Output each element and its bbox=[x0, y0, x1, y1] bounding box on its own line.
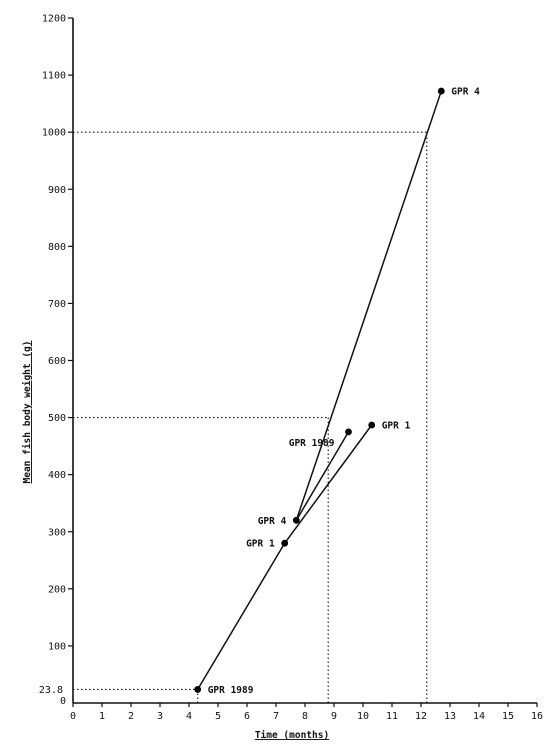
reference-lines bbox=[73, 131, 428, 703]
y-tick-label: 900 bbox=[48, 185, 66, 196]
x-tick-label: 8 bbox=[302, 711, 308, 722]
data-point bbox=[281, 539, 289, 547]
series-lines bbox=[197, 90, 443, 690]
series-line bbox=[284, 424, 373, 544]
data-point bbox=[437, 87, 445, 95]
y-tick-label: 500 bbox=[48, 413, 66, 424]
x-tick-label: 3 bbox=[157, 711, 163, 722]
y-tick-label: 600 bbox=[48, 356, 66, 367]
data-points bbox=[194, 87, 445, 693]
data-point bbox=[345, 428, 352, 436]
x-tick-label: 13 bbox=[444, 711, 456, 722]
x-tick-label: 1 bbox=[99, 711, 105, 722]
series-line bbox=[295, 431, 350, 521]
ticks: 1002003004005006007008009001000110012002… bbox=[39, 14, 543, 723]
data-point bbox=[194, 686, 202, 693]
x-tick-label: 14 bbox=[473, 711, 485, 722]
y-axis-title: Mean fish body weight (g) bbox=[22, 341, 33, 484]
x-tick-label: 10 bbox=[357, 711, 369, 722]
y-tick-label: 100 bbox=[48, 641, 66, 652]
data-point bbox=[368, 421, 376, 429]
x-tick-label: 0 bbox=[70, 711, 76, 722]
y-tick-label: 300 bbox=[48, 527, 66, 538]
data-point-label: GPR 1989 bbox=[289, 438, 335, 449]
y-tick-label: 1200 bbox=[42, 14, 66, 25]
data-point-label: GPR 1989 bbox=[208, 685, 254, 696]
y-tick-label: 1100 bbox=[42, 71, 66, 82]
x-axis-title: Time (months) bbox=[255, 730, 329, 741]
y-tick-label: 23.8 bbox=[39, 685, 63, 696]
data-point-label: GPR 4 bbox=[451, 87, 480, 98]
x-tick-label: 2 bbox=[128, 711, 134, 722]
x-tick-label: 15 bbox=[502, 711, 514, 722]
data-point-label: GPR 1 bbox=[382, 421, 411, 432]
y-tick-label: 800 bbox=[48, 242, 66, 253]
data-point-label: GPR 1 bbox=[246, 539, 275, 550]
axes bbox=[72, 18, 537, 704]
series-line bbox=[295, 90, 443, 521]
point-labels: GPR 1989 GPR 1 GPR 4 GPR 1989 GPR 1 GPR 4 bbox=[208, 87, 480, 696]
x-tick-label: 9 bbox=[331, 711, 337, 722]
x-tick-label: 5 bbox=[215, 711, 221, 722]
y-tick-label: 1000 bbox=[42, 128, 66, 139]
y-tick-label: 0 bbox=[60, 696, 66, 707]
x-tick-label: 6 bbox=[244, 711, 250, 722]
y-tick-label: 200 bbox=[48, 584, 66, 595]
y-tick-label: 400 bbox=[48, 470, 66, 481]
x-tick-label: 7 bbox=[273, 711, 279, 722]
x-tick-label: 4 bbox=[186, 711, 192, 722]
data-point-label: GPR 4 bbox=[258, 516, 287, 527]
data-point bbox=[292, 516, 300, 524]
x-tick-label: 12 bbox=[415, 711, 427, 722]
y-tick-label: 700 bbox=[48, 299, 66, 310]
x-tick-label: 11 bbox=[386, 711, 398, 722]
series-line bbox=[197, 542, 286, 690]
x-tick-label: 16 bbox=[531, 711, 543, 722]
